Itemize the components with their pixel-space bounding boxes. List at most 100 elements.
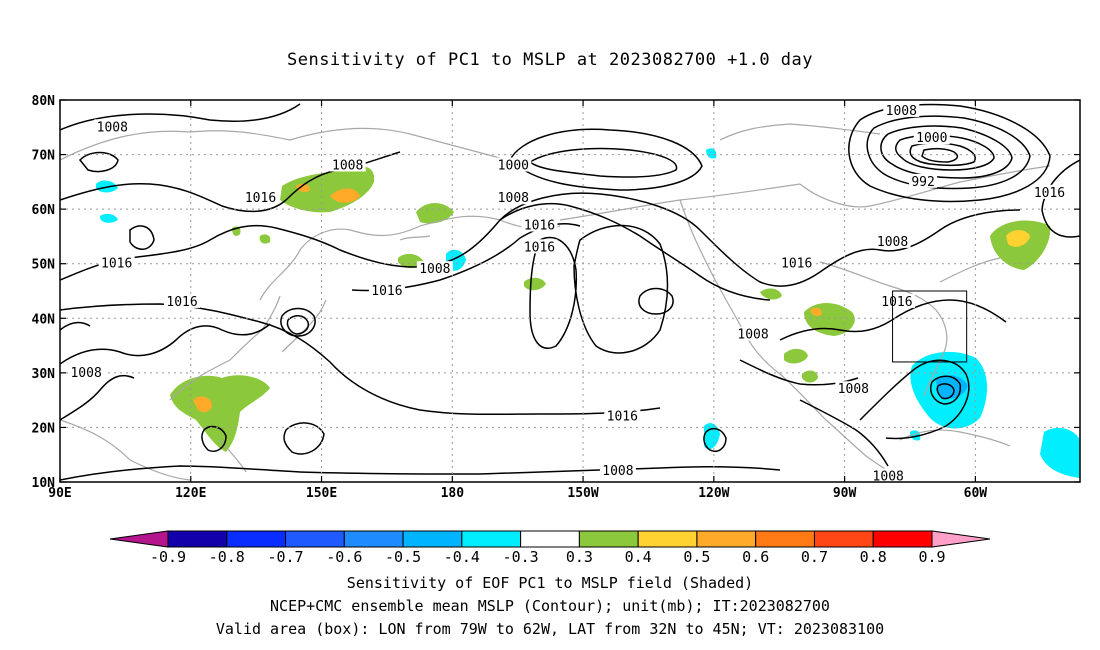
mslp-contour: [499, 192, 1021, 287]
mslp-contour: [509, 128, 703, 191]
colorbar-swatch: [755, 530, 815, 548]
lon-tick-label: 90E: [48, 486, 71, 501]
contour-label-background: [883, 102, 920, 117]
contour-label-background: [835, 381, 872, 396]
coastline: [799, 165, 1051, 208]
mslp-contour: [921, 147, 959, 163]
coastline: [399, 235, 431, 241]
mslp-contour: [60, 321, 91, 331]
lon-tick-label: 120W: [698, 486, 729, 501]
mslp-contour: [528, 147, 678, 178]
positive-sensitivity-area: [259, 234, 271, 244]
contour-label: 1008: [873, 470, 904, 485]
mslp-contour: [703, 427, 727, 452]
colorbar-label: -0.9: [150, 548, 186, 566]
colorbar-swatch: [520, 530, 580, 548]
colorbar-swatch: [872, 530, 933, 548]
positive-sensitivity-area: [170, 375, 270, 452]
contour-label-background: [878, 293, 915, 308]
mslp-contour: [859, 359, 970, 440]
caption-valid-area: Valid area (box): LON from 79W to 62W, L…: [215, 620, 885, 638]
mslp-contour: [866, 115, 1031, 190]
positive-sensitivity-area: [524, 277, 546, 291]
coastline: [281, 299, 327, 353]
map-axes: 90E 120E 150E 180 150W 120W 90W 60W 10N 20N 30N 40N…: [32, 94, 1080, 501]
graticule: [60, 100, 1080, 482]
contour-label-background: [874, 233, 911, 248]
mslp-contour: [930, 375, 962, 405]
contour-label: 1008: [498, 191, 529, 206]
colorbar-swatch: [226, 530, 287, 548]
colorbar-label: 0.9: [918, 548, 945, 566]
coastline: [219, 439, 247, 473]
mslp-contour: [60, 103, 301, 131]
contour-label: 1008: [332, 158, 363, 173]
lat-tick-label: 70N: [32, 149, 56, 164]
positive-sensitivity-area: [330, 188, 360, 203]
contour-label: 1016: [166, 295, 197, 310]
contour-label: 992: [911, 175, 934, 190]
contour-label-background: [521, 217, 558, 232]
mslp-contour: [848, 103, 1051, 203]
contour-label-background: [68, 364, 105, 379]
mslp-contour: [201, 425, 227, 452]
positive-sensitivity-area: [1006, 230, 1030, 247]
contour-label: 1008: [419, 262, 450, 277]
positive-sensitivity-area: [296, 183, 310, 193]
contour-label: 1008: [877, 235, 908, 250]
colorbar-label: -0.6: [326, 548, 362, 566]
mslp-contour: [60, 374, 135, 421]
contour-label: 1016: [881, 295, 912, 310]
contour-label-background: [329, 157, 366, 172]
caption-shading: Sensitivity of EOF PC1 to MSLP field (Sh…: [346, 574, 754, 592]
contour-labels: 1008 1008 1016 1000 1008 1016 1016 1008 1016 1016…: [68, 102, 1068, 485]
lat-tick-label: 20N: [32, 421, 56, 436]
contour-label: 1000: [916, 131, 947, 146]
colorbar-label: -0.5: [385, 548, 421, 566]
positive-sensitivity-area: [784, 348, 808, 364]
mslp-contour: [60, 303, 661, 416]
mslp-contour: [779, 299, 1007, 341]
mslp-contours: [60, 103, 1080, 481]
colorbar-label: 0.3: [566, 548, 593, 566]
contour-label-background: [735, 326, 772, 341]
contour-label-background: [909, 173, 938, 188]
coastline: [719, 123, 881, 141]
colorbar-label: 0.8: [860, 548, 887, 566]
contour-label-background: [599, 463, 636, 478]
contour-label: 1000: [498, 158, 529, 173]
lon-tick-label: 180: [441, 486, 465, 501]
colorbar-label: -0.4: [444, 548, 480, 566]
contour-label: 1008: [886, 104, 917, 119]
coastline: [939, 257, 1001, 283]
colorbar-label: 0.5: [683, 548, 710, 566]
lat-tick-label: 30N: [32, 367, 56, 382]
lat-tick-label: 40N: [32, 312, 56, 327]
colorbar-label: -0.7: [267, 548, 303, 566]
contour-label: 1008: [97, 120, 128, 135]
contour-label-background: [416, 261, 453, 276]
contour-label: 1008: [602, 464, 633, 479]
coastline: [899, 429, 1011, 447]
coastline: [60, 127, 501, 161]
colorbar: -0.9 -0.8 -0.7 -0.6 -0.5 -0.4 -0.3 0.3 0.4 0.5 0.6…: [109, 530, 991, 566]
colorbar-label: 0.4: [625, 548, 652, 566]
mslp-contour: [799, 399, 889, 467]
lon-tick-label: 150E: [306, 486, 337, 501]
contour-label-background: [1031, 184, 1068, 199]
positive-sensitivity-area: [802, 370, 818, 383]
colorbar-swatch: [461, 530, 522, 548]
colorbar-swatch: [402, 530, 463, 548]
contour-label-background: [242, 190, 279, 205]
contour-label: 1016: [101, 257, 132, 272]
mslp-contour: [280, 307, 316, 337]
colorbar-swatch: [578, 530, 639, 548]
colorbar-swatch: [343, 530, 404, 548]
map-title: Sensitivity of PC1 to MSLP at 2023082700…: [286, 50, 813, 70]
positive-sensitivity-area: [193, 396, 212, 412]
mslp-contour: [60, 323, 271, 365]
colorbar-label: 0.6: [742, 548, 769, 566]
colorbar-swatch: [167, 530, 228, 548]
positive-sensitivity-area: [760, 288, 782, 300]
